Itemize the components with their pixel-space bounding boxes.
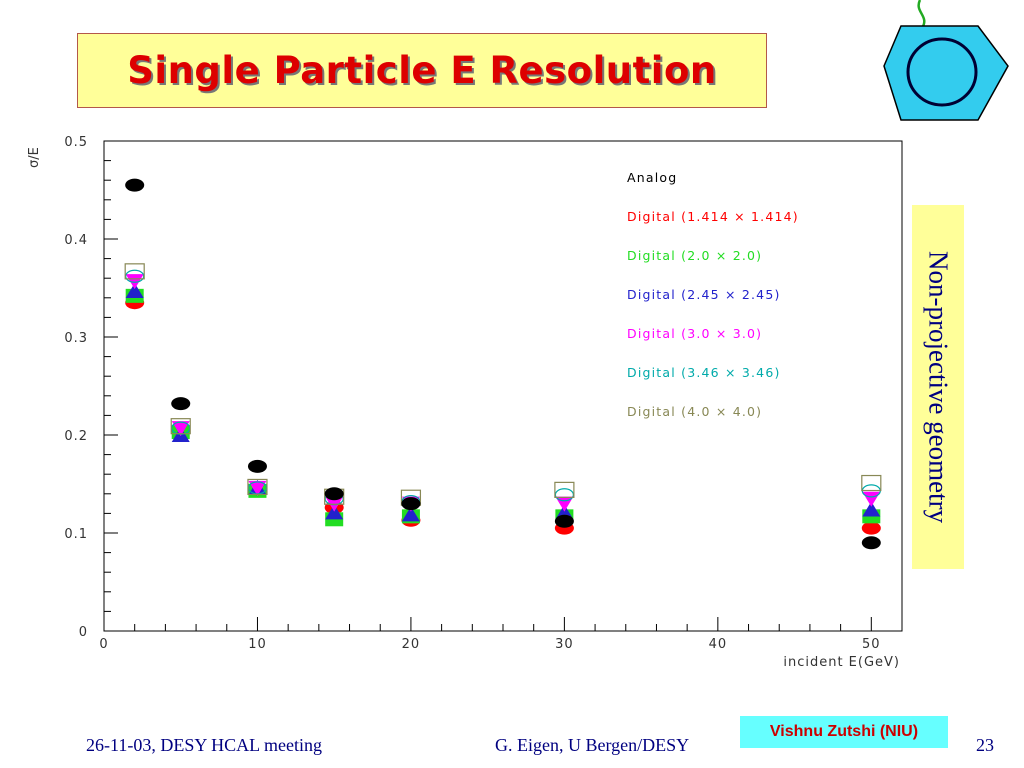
y-tick-label: 0	[79, 625, 88, 640]
x-tick-label: 10	[248, 637, 267, 652]
data-point	[247, 459, 267, 473]
data-point	[862, 491, 881, 507]
title-box: Single Particle E Resolution	[77, 33, 767, 108]
data-point	[554, 481, 575, 498]
data-point	[248, 480, 267, 496]
x-tick-labels: 0 10 20 30 40 50	[99, 637, 881, 652]
x-tick-label: 40	[709, 637, 728, 652]
x-axis-label: incident E(GeV)	[783, 655, 900, 670]
data-point	[124, 263, 145, 280]
data-point	[247, 478, 268, 496]
y-tick-label: 0.3	[64, 331, 88, 346]
data-point	[171, 421, 190, 437]
data-point	[401, 497, 421, 511]
side-label-box	[912, 205, 964, 569]
data-point	[170, 418, 191, 435]
x-tick-label: 20	[402, 637, 421, 652]
y-tick-labels: 0 0.1 0.2 0.3 0.4 0.5	[64, 135, 88, 640]
slide-title: Single Particle E Resolution	[127, 49, 717, 92]
y-axis-label: σ/E	[27, 147, 42, 168]
credit-badge: Vishnu Zutshi (NIU)	[740, 716, 948, 748]
data-point	[125, 178, 145, 192]
minor-ticks	[103, 140, 903, 632]
legend-entry: Analog	[627, 170, 677, 185]
y-tick-label: 0.4	[64, 233, 88, 248]
x-tick-label: 30	[555, 637, 574, 652]
legend-entry: Digital (4.0 × 4.0)	[627, 404, 762, 419]
data-point	[324, 487, 344, 501]
data-point	[861, 536, 881, 550]
legend-entry: Digital (2.0 × 2.0)	[627, 248, 762, 263]
y-tick-label: 0.2	[64, 429, 88, 444]
legend-entry: Digital (3.0 × 3.0)	[627, 326, 762, 341]
data-points	[124, 178, 882, 550]
data-point	[862, 501, 881, 517]
data-point	[861, 521, 881, 535]
footer-authors: G. Eigen, U Bergen/DESY	[495, 735, 690, 755]
data-point	[861, 474, 882, 492]
data-point	[401, 506, 420, 522]
legend-entry: Digital (1.414 × 1.414)	[627, 209, 799, 224]
data-point	[171, 397, 191, 411]
y-tick-label: 0.5	[64, 135, 88, 150]
legend-entry: Digital (3.46 × 3.46)	[627, 365, 781, 380]
y-tick-label: 0.1	[64, 527, 88, 542]
legend-entry: Digital (2.45 × 2.45)	[627, 287, 781, 302]
scatter-plot: 0 0.1 0.2 0.3 0.4 0.5 0 10 20 30 40 50 σ/E inciden…	[27, 135, 903, 670]
x-tick-label: 50	[862, 637, 881, 652]
data-point	[325, 504, 344, 520]
hexagon-logo-icon	[883, 0, 1009, 121]
side-label: Non-projective geometry	[923, 250, 954, 524]
data-point	[125, 282, 144, 298]
legend: Analog Digital (1.414 × 1.414) Digital (2.…	[627, 170, 799, 419]
page-number: 23	[976, 735, 994, 755]
footer-meeting: 26-11-03, DESY HCAL meeting	[86, 735, 322, 755]
x-tick-label: 0	[99, 637, 108, 652]
data-point	[554, 514, 574, 528]
